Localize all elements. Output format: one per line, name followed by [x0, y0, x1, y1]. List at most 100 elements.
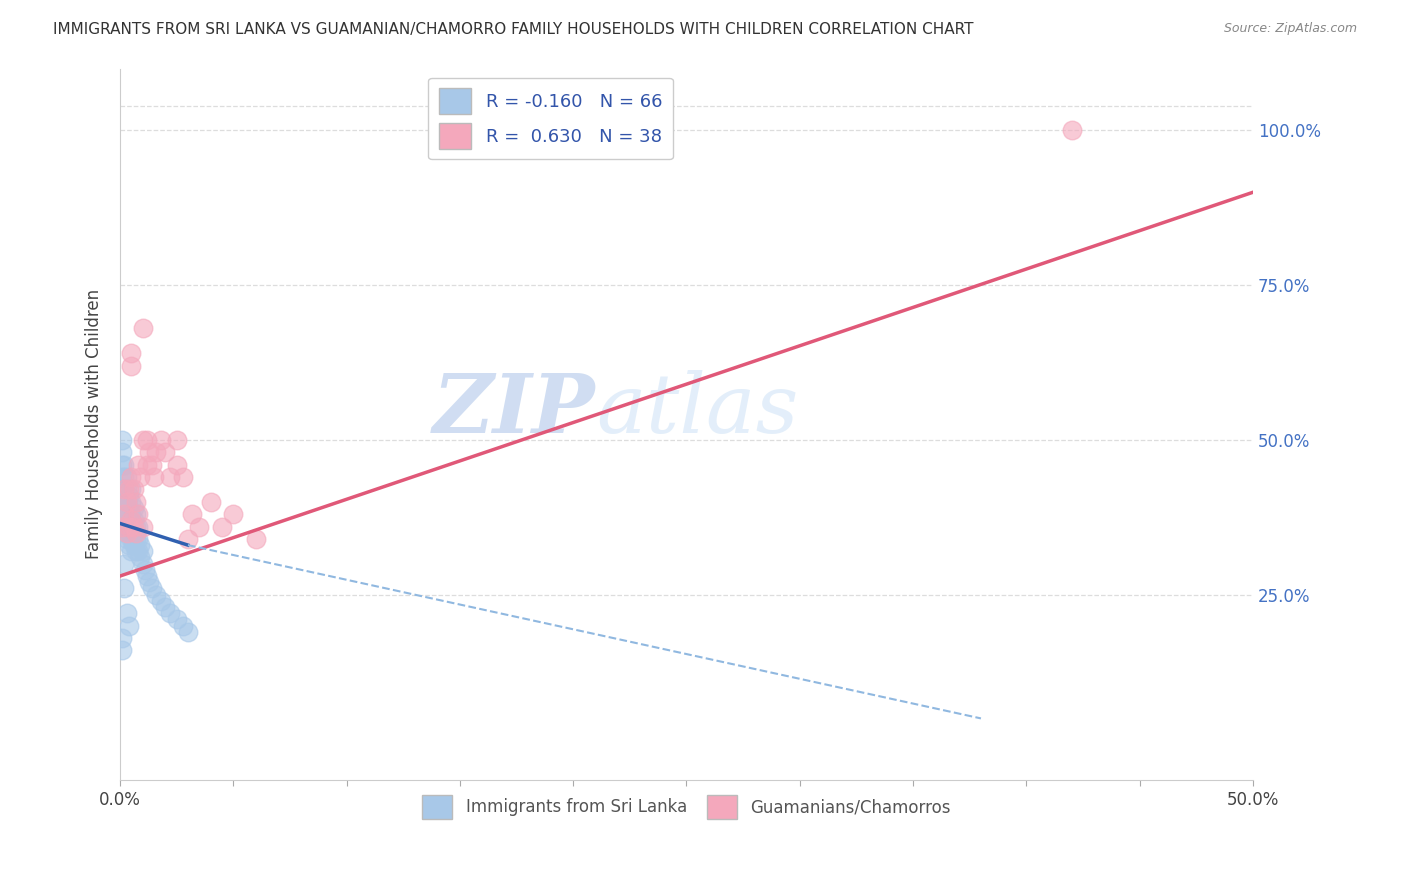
Point: [111, 458, 134, 472]
Text: IMMIGRANTS FROM SRI LANKA VS GUAMANIAN/CHAMORRO FAMILY HOUSEHOLDS WITH CHILDREN : IMMIGRANTS FROM SRI LANKA VS GUAMANIAN/C…: [53, 22, 974, 37]
Point: [172, 470, 194, 484]
Point: [114, 458, 136, 472]
Point: [127, 532, 149, 546]
Point: [114, 483, 136, 497]
Point: [166, 458, 188, 472]
Point: [120, 483, 142, 497]
Point: [120, 519, 142, 533]
Point: [222, 507, 245, 521]
Point: [125, 519, 148, 533]
Point: [111, 433, 134, 447]
Point: [1060, 123, 1083, 137]
Point: [136, 569, 159, 583]
Point: [111, 519, 134, 533]
Point: [120, 495, 142, 509]
Point: [111, 631, 134, 645]
Point: [114, 519, 136, 533]
Point: [122, 525, 145, 540]
Point: [122, 483, 145, 497]
Point: [200, 495, 222, 509]
Point: [114, 507, 136, 521]
Point: [125, 544, 148, 558]
Point: [166, 433, 188, 447]
Point: [138, 575, 160, 590]
Point: [118, 489, 141, 503]
Point: [127, 507, 149, 521]
Point: [118, 538, 141, 552]
Point: [118, 618, 141, 632]
Point: [118, 525, 141, 540]
Point: [131, 557, 153, 571]
Point: [114, 470, 136, 484]
Point: [111, 470, 134, 484]
Point: [166, 612, 188, 626]
Point: [120, 544, 142, 558]
Text: Source: ZipAtlas.com: Source: ZipAtlas.com: [1223, 22, 1357, 36]
Point: [127, 544, 149, 558]
Point: [172, 618, 194, 632]
Point: [141, 582, 163, 596]
Point: [122, 513, 145, 527]
Point: [145, 445, 167, 459]
Point: [129, 550, 152, 565]
Text: ZIP: ZIP: [433, 370, 596, 450]
Point: [131, 544, 153, 558]
Point: [138, 445, 160, 459]
Point: [188, 519, 211, 533]
Point: [125, 495, 148, 509]
Point: [115, 525, 138, 540]
Point: [118, 519, 141, 533]
Point: [120, 346, 142, 360]
Point: [134, 563, 156, 577]
Point: [129, 538, 152, 552]
Text: atlas: atlas: [596, 370, 799, 450]
Point: [118, 513, 141, 527]
Point: [136, 433, 159, 447]
Point: [115, 495, 138, 509]
Point: [177, 624, 200, 639]
Point: [122, 500, 145, 515]
Point: [131, 433, 153, 447]
Point: [120, 470, 142, 484]
Point: [181, 507, 204, 521]
Point: [114, 557, 136, 571]
Point: [115, 513, 138, 527]
Point: [115, 519, 138, 533]
Point: [114, 582, 136, 596]
Point: [115, 483, 138, 497]
Y-axis label: Family Households with Children: Family Households with Children: [86, 289, 103, 559]
Point: [115, 507, 138, 521]
Point: [114, 483, 136, 497]
Point: [149, 594, 172, 608]
Point: [155, 445, 177, 459]
Point: [122, 519, 145, 533]
Point: [120, 513, 142, 527]
Point: [120, 507, 142, 521]
Point: [118, 519, 141, 533]
Point: [177, 532, 200, 546]
Point: [125, 507, 148, 521]
Point: [131, 519, 153, 533]
Point: [118, 483, 141, 497]
Point: [120, 532, 142, 546]
Point: [114, 495, 136, 509]
Point: [127, 519, 149, 533]
Point: [125, 525, 148, 540]
Point: [120, 359, 142, 373]
Point: [115, 500, 138, 515]
Point: [155, 599, 177, 614]
Point: [245, 532, 267, 546]
Point: [115, 525, 138, 540]
Point: [145, 588, 167, 602]
Point: [129, 470, 152, 484]
Point: [122, 538, 145, 552]
Point: [114, 507, 136, 521]
Point: [114, 507, 136, 521]
Legend: Immigrants from Sri Lanka, Guamanians/Chamorros: Immigrants from Sri Lanka, Guamanians/Ch…: [416, 789, 957, 825]
Point: [141, 458, 163, 472]
Point: [115, 495, 138, 509]
Point: [149, 433, 172, 447]
Point: [111, 483, 134, 497]
Point: [111, 445, 134, 459]
Point: [131, 321, 153, 335]
